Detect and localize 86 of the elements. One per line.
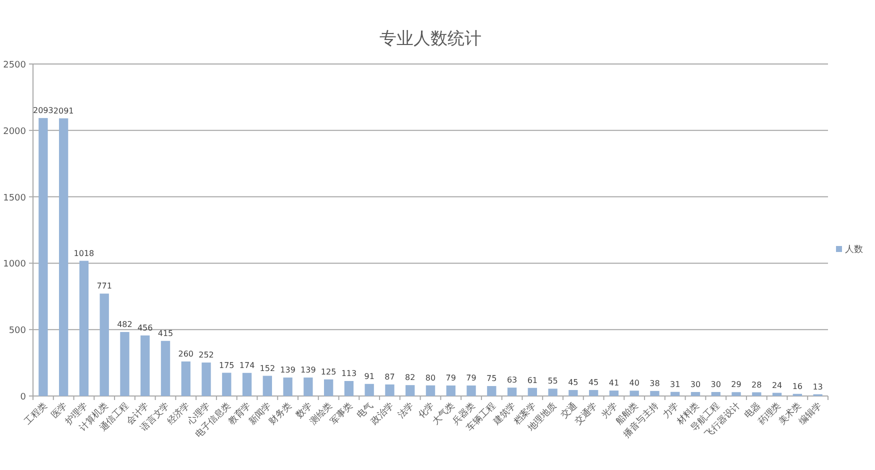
bar <box>222 372 232 396</box>
bar <box>262 376 272 396</box>
data-label: 415 <box>158 328 174 338</box>
y-tick-label: 0 <box>20 392 26 402</box>
data-label: 24 <box>772 380 782 390</box>
bar <box>568 390 578 396</box>
data-label: 252 <box>198 350 214 360</box>
data-label: 152 <box>260 364 276 373</box>
y-tick-label: 2000 <box>3 126 26 137</box>
bar <box>58 118 68 396</box>
bar <box>466 386 476 396</box>
y-tick-label: 1500 <box>3 193 26 204</box>
bar <box>630 390 639 396</box>
bar <box>242 372 252 396</box>
bar <box>548 388 558 396</box>
bar <box>283 378 292 396</box>
bar <box>385 384 394 396</box>
bar <box>181 361 190 396</box>
bar <box>711 392 720 396</box>
data-label: 80 <box>425 373 436 382</box>
bar <box>406 385 415 396</box>
legend-label: 人数 <box>845 244 863 255</box>
data-label: 38 <box>650 378 660 388</box>
data-label: 63 <box>506 376 518 385</box>
data-label: 1018 <box>74 248 94 258</box>
chart-title: 专业人数统计 <box>380 29 482 49</box>
x-tick-label: 工程类 <box>22 400 50 428</box>
data-label: 260 <box>178 349 194 358</box>
bar <box>202 362 211 396</box>
data-label: 139 <box>300 366 316 375</box>
data-label: 13 <box>812 382 823 392</box>
bar <box>609 390 619 396</box>
x-tick-label: 法学 <box>396 400 416 421</box>
data-label: 41 <box>608 378 620 388</box>
bar <box>426 385 436 396</box>
data-label: 482 <box>117 320 132 329</box>
bar <box>446 386 456 396</box>
bar <box>650 390 660 396</box>
bar <box>507 388 517 396</box>
data-label: 61 <box>527 376 538 385</box>
bar <box>487 386 496 396</box>
data-label: 28 <box>752 380 762 390</box>
bar <box>528 388 538 396</box>
y-tick-label: 500 <box>8 326 26 336</box>
data-label: 55 <box>548 376 558 386</box>
data-label: 16 <box>792 382 803 391</box>
bar <box>588 390 598 396</box>
bar <box>79 260 89 396</box>
data-label: 82 <box>405 373 416 382</box>
bar <box>38 118 48 396</box>
bar <box>140 335 150 396</box>
y-tick-label: 1000 <box>3 260 26 270</box>
data-label: 45 <box>568 378 578 388</box>
data-label: 2091 <box>53 106 74 116</box>
data-label: 174 <box>239 360 255 370</box>
data-label: 40 <box>629 378 640 388</box>
data-label: 79 <box>466 374 476 383</box>
bar <box>690 392 700 396</box>
bar <box>160 340 170 396</box>
bar <box>732 392 741 396</box>
data-label: 30 <box>710 380 721 390</box>
bar <box>120 332 130 396</box>
bar <box>304 378 313 396</box>
data-label: 2093 <box>33 106 54 116</box>
data-label: 31 <box>670 380 680 389</box>
bar <box>364 384 374 396</box>
data-label: 139 <box>280 366 296 375</box>
data-label: 29 <box>731 380 742 390</box>
data-label: 75 <box>486 374 497 384</box>
data-label: 87 <box>384 372 395 382</box>
data-label: 125 <box>320 367 336 376</box>
y-tick-label: 2500 <box>3 60 26 70</box>
bar <box>670 392 680 396</box>
bar <box>324 379 334 396</box>
data-label: 113 <box>341 368 357 378</box>
data-label: 45 <box>588 378 599 388</box>
data-label: 91 <box>364 372 374 381</box>
bar <box>100 294 109 396</box>
bar <box>344 380 354 396</box>
data-label: 175 <box>219 360 234 370</box>
bar <box>752 392 762 396</box>
data-label: 456 <box>137 323 153 332</box>
data-label: 79 <box>446 374 456 383</box>
data-label: 771 <box>96 282 112 291</box>
bar <box>772 392 782 396</box>
data-label: 30 <box>690 380 701 390</box>
